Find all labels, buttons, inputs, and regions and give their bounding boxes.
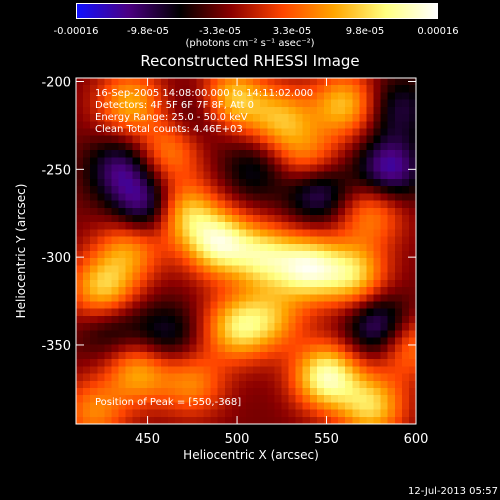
detectors-info: Detectors: 4F 5F 6F 7F 8F, Att 0 (95, 100, 255, 111)
timestamp: 12-Jul-2013 05:57 (407, 486, 498, 497)
colorbar-tick: 9.8e-05 (345, 26, 385, 37)
colorbar-tick: -0.00016 (53, 26, 99, 37)
x-tick-label: 450 (135, 432, 160, 447)
clean-info: Clean Total counts: 4.46E+03 (95, 124, 243, 135)
time-range: 16-Sep-2005 14:08:00.000 to 14:11:02.000 (95, 88, 314, 99)
y-tick-label: -200 (41, 76, 71, 91)
colorbar-tick: 3.3e-05 (272, 26, 312, 37)
colorbar-units: (photons cm⁻² s⁻¹ asec⁻²) (185, 38, 315, 49)
colorbar-tick: -3.3e-05 (199, 26, 241, 37)
chart-title: Reconstructed RHESSI Image (140, 52, 360, 70)
x-tick-label: 500 (225, 432, 250, 447)
x-axis-label: Heliocentric X (arcsec) (183, 448, 319, 462)
y-axis-label: Heliocentric Y (arcsec) (14, 184, 28, 319)
y-tick-label: -300 (41, 251, 71, 266)
colorbar-gradient (76, 3, 438, 19)
colorbar-tick: 0.00016 (417, 26, 459, 37)
x-tick-label: 600 (404, 432, 429, 447)
peak-position: Position of Peak = [550,-368] (95, 397, 242, 408)
y-tick-label: -250 (41, 163, 71, 178)
colorbar-tick: -9.8e-05 (127, 26, 169, 37)
x-tick-label: 550 (314, 432, 339, 447)
plot-frame (75, 77, 417, 425)
y-tick-label: -350 (41, 339, 71, 354)
heatmap-image (76, 78, 416, 424)
energy-range: Energy Range: 25.0 - 50.0 keV (95, 112, 248, 123)
